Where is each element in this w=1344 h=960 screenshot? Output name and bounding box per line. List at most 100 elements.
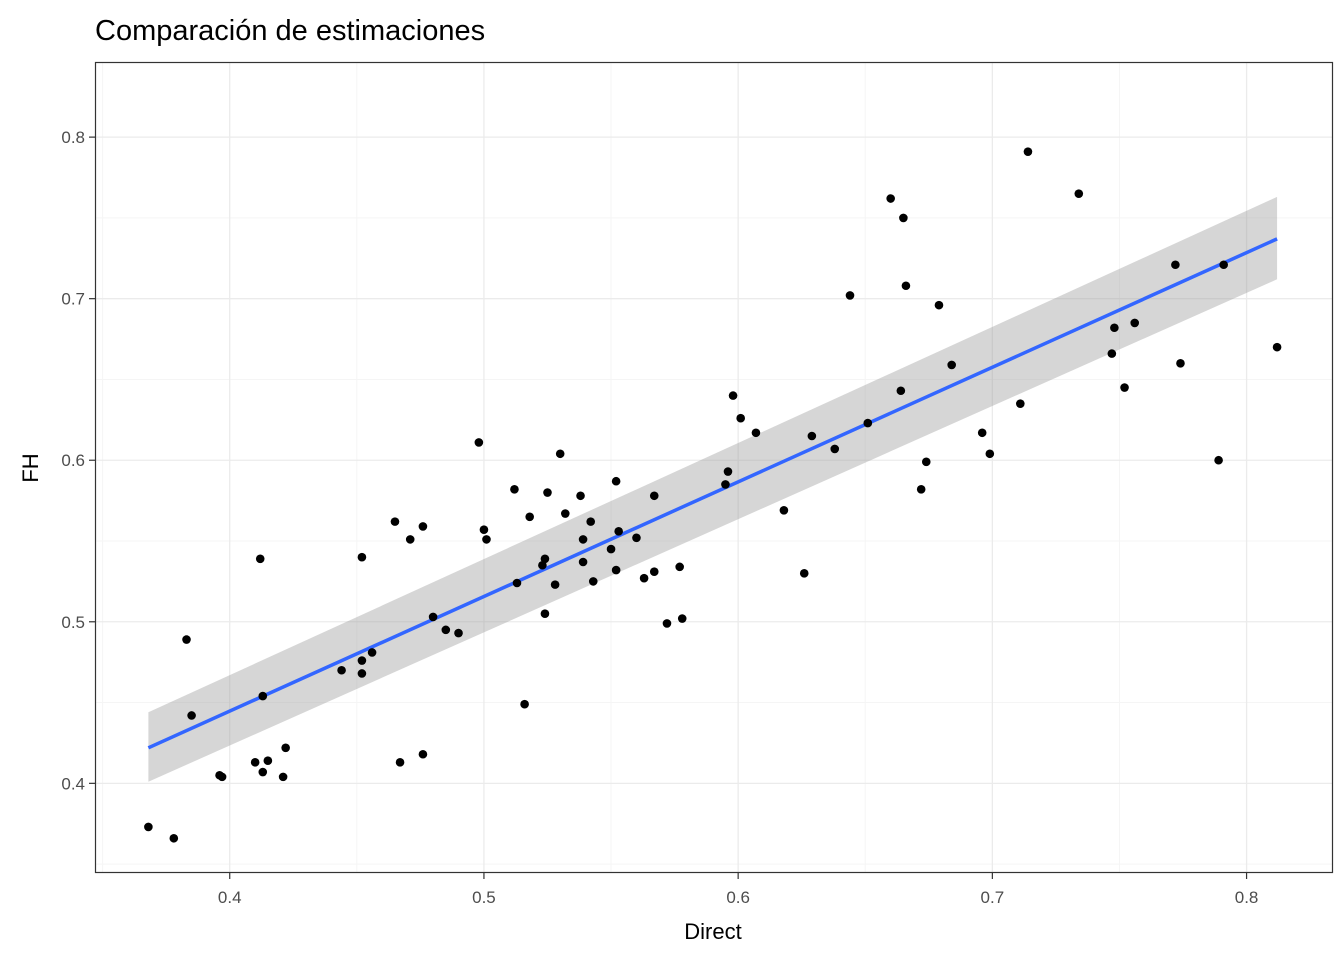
data-point [1016, 399, 1025, 408]
data-point [736, 413, 745, 423]
data-point [367, 648, 377, 657]
data-point [520, 699, 529, 709]
data-point [662, 619, 672, 628]
data-point [611, 476, 621, 486]
chart-title: Comparación de estimaciones [95, 15, 485, 47]
data-point [845, 291, 855, 300]
data-point [977, 428, 987, 438]
data-point [510, 485, 519, 494]
y-axis-ticks: 0.4 0.5 0.6 0.7 0.8 [61, 128, 95, 793]
data-point [182, 635, 191, 644]
data-point [428, 612, 438, 622]
data-point [728, 391, 738, 400]
grid-minor [95, 62, 1333, 873]
data-point [934, 300, 944, 310]
data-point [588, 577, 598, 586]
y-tick-label: 0.4 [61, 774, 85, 793]
data-point [947, 360, 956, 370]
y-axis-title: FH [18, 453, 43, 482]
data-point [543, 488, 552, 497]
data-point [540, 554, 550, 564]
x-tick-label: 0.5 [472, 888, 496, 907]
data-point [418, 522, 428, 531]
x-tick-label: 0.4 [218, 888, 242, 907]
data-point [1272, 342, 1282, 352]
data-point [550, 580, 560, 589]
y-tick-label: 0.7 [61, 290, 85, 309]
data-point [886, 194, 895, 203]
confidence-band-area [148, 196, 1278, 782]
grid-major [95, 62, 1333, 873]
x-axis-title: Direct [684, 919, 741, 944]
data-point [482, 535, 491, 544]
data-point [901, 281, 911, 291]
y-tick-label: 0.6 [61, 451, 85, 470]
data-point [337, 665, 346, 675]
data-point [723, 467, 733, 476]
data-point [281, 743, 290, 753]
data-point [250, 758, 260, 767]
data-point [187, 711, 196, 720]
data-point [899, 213, 908, 223]
data-point [258, 767, 268, 777]
data-point [985, 449, 995, 459]
data-point [390, 517, 400, 526]
data-point [395, 758, 405, 767]
data-point [632, 533, 641, 543]
data-point [830, 444, 840, 454]
data-point [441, 625, 451, 635]
data-point [611, 565, 621, 575]
x-axis-ticks: 0.4 0.5 0.6 0.7 0.8 [218, 873, 1258, 907]
data-point [1110, 323, 1119, 333]
data-point [1023, 147, 1033, 156]
data-point [538, 560, 547, 570]
data-point [255, 554, 265, 564]
y-tick-label: 0.5 [61, 613, 85, 632]
data-point [863, 418, 873, 428]
data-point [217, 772, 227, 782]
data-point [263, 756, 273, 766]
data-point [576, 491, 585, 501]
data-point [1176, 358, 1185, 368]
data-point [1214, 455, 1223, 465]
y-tick-label: 0.8 [61, 128, 85, 147]
data-point [258, 691, 268, 701]
fit-line-group [147, 237, 1278, 750]
data-point [357, 669, 367, 678]
data-point [418, 749, 428, 759]
data-points [144, 147, 1282, 843]
data-point [807, 431, 817, 441]
data-point [1130, 318, 1140, 328]
panel-border [94, 61, 1334, 874]
data-point [474, 438, 484, 447]
data-point [921, 457, 931, 467]
data-point [1171, 260, 1180, 270]
data-point [916, 485, 926, 494]
data-point [560, 509, 570, 518]
confidence-band [148, 196, 1278, 782]
data-point [639, 573, 649, 583]
data-point [1219, 260, 1228, 270]
data-point [1074, 189, 1084, 198]
data-point [540, 609, 550, 619]
fit-line [147, 237, 1278, 750]
data-point [169, 833, 179, 843]
data-point [649, 491, 659, 501]
data-point [896, 386, 906, 396]
data-point [278, 772, 288, 782]
data-point [144, 822, 153, 832]
data-point [1120, 383, 1129, 392]
data-point [779, 506, 789, 515]
data-point [614, 527, 623, 536]
data-point [586, 517, 596, 526]
data-point [649, 567, 659, 577]
x-tick-label: 0.8 [1235, 888, 1259, 907]
x-tick-label: 0.7 [981, 888, 1005, 907]
data-point [357, 552, 367, 562]
data-point [799, 569, 809, 578]
data-point [479, 525, 489, 534]
data-point [405, 535, 415, 544]
data-point [677, 614, 687, 623]
data-point [578, 557, 588, 567]
